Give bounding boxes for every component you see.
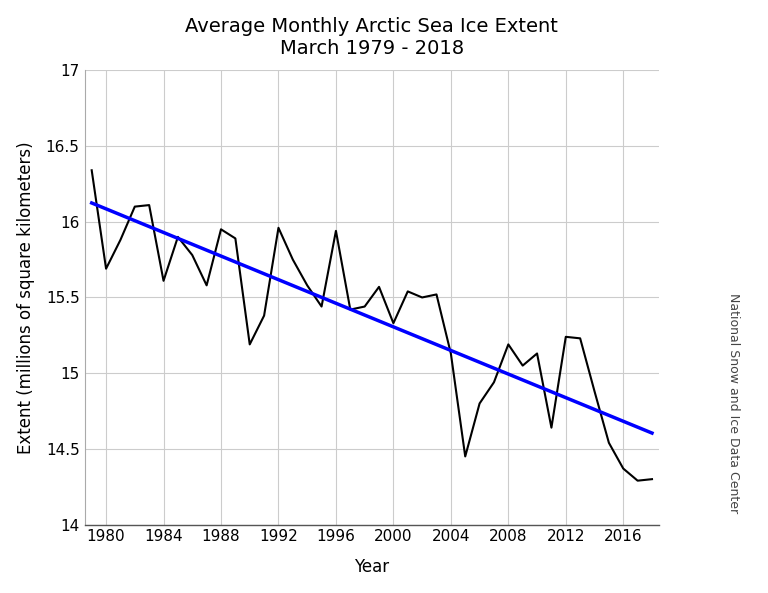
Title: Average Monthly Arctic Sea Ice Extent
March 1979 - 2018: Average Monthly Arctic Sea Ice Extent Ma… <box>185 17 558 58</box>
X-axis label: Year: Year <box>354 559 389 576</box>
Y-axis label: Extent (millions of square kilometers): Extent (millions of square kilometers) <box>17 141 35 454</box>
Text: National Snow and Ice Data Center: National Snow and Ice Data Center <box>727 293 740 514</box>
